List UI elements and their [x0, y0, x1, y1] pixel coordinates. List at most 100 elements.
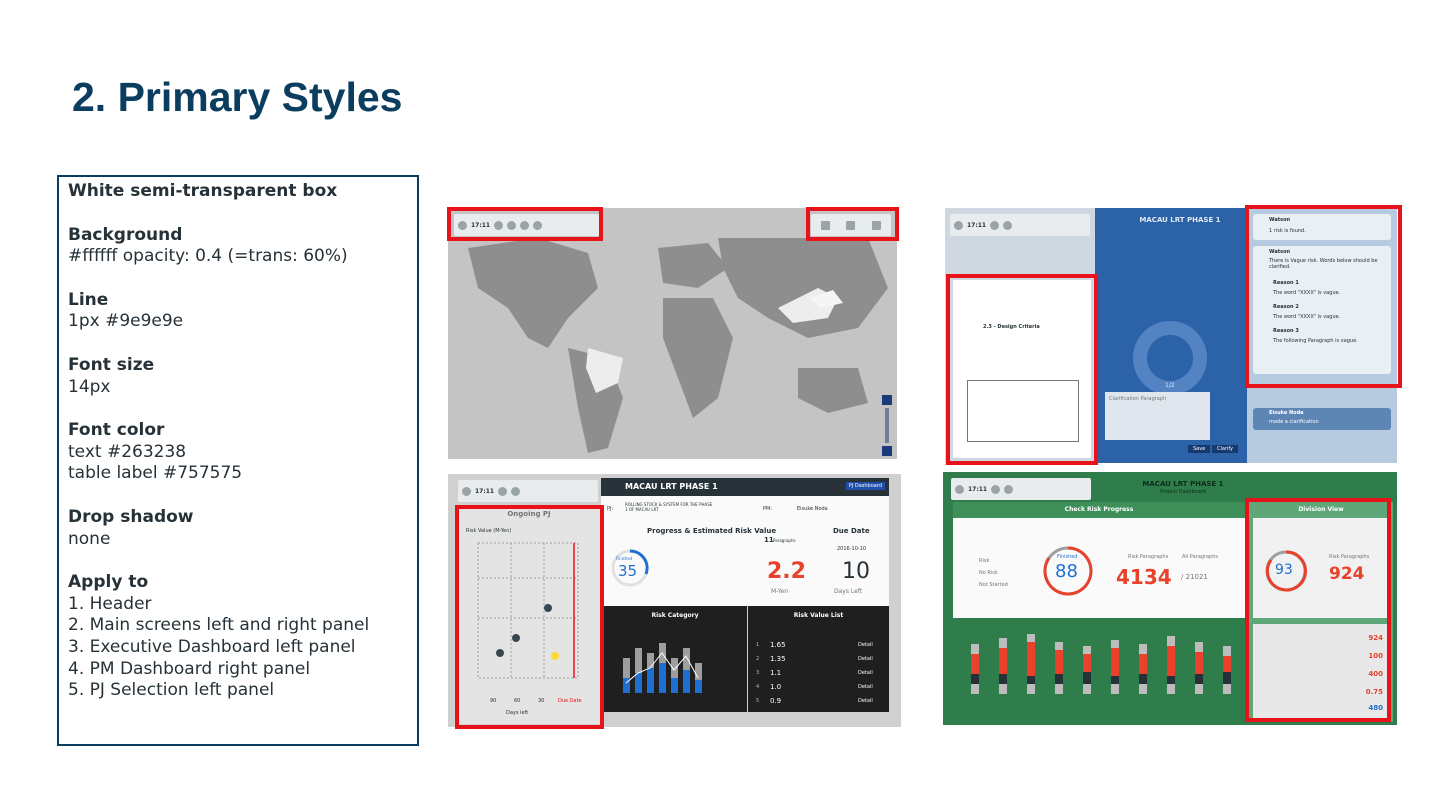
all-paragraphs-label: All Paragraphs	[1182, 554, 1219, 560]
menu-icon[interactable]	[507, 220, 517, 230]
logo-icon	[458, 220, 467, 230]
project-sub: Project Dashboard	[1160, 489, 1206, 495]
finished-value: 35	[618, 562, 638, 580]
document-panel: 2.3 - Design Criteria	[953, 280, 1091, 458]
avatar[interactable]	[991, 484, 1001, 494]
export-icon[interactable]	[871, 220, 881, 230]
zoom-in-button[interactable]	[882, 395, 892, 405]
division-panel: Division View 93 Risk Paragraphs 924 924…	[1249, 502, 1393, 722]
pj-label: PJ:	[607, 506, 614, 512]
pj-dashboard-button[interactable]: PJ Dashboard	[845, 482, 885, 490]
division-value: 924	[1368, 634, 1383, 642]
pm-screenshot: 17:11 MACAU LRT PHASE 1 Project Dashboar…	[943, 472, 1397, 725]
reason-text: The word "XXXX" is vague.	[1273, 314, 1341, 320]
due-date: 2016-10-10	[837, 546, 867, 552]
risk-category-chart	[623, 643, 702, 693]
legend-not-started: Not Started	[979, 582, 1008, 588]
clarify-button[interactable]: Clarify	[1212, 445, 1239, 453]
risk-row[interactable]: 1 1.65 Detail	[754, 640, 882, 652]
risk-rank: 5	[756, 698, 760, 704]
apply-list: 1. Header 2. Main screens left and right…	[68, 594, 408, 702]
division-value: 100	[1368, 652, 1383, 660]
division-card: 93 Risk Paragraphs 924	[1253, 518, 1389, 618]
comment-text: 1 risk is found.	[1269, 228, 1306, 234]
risk-row[interactable]: 2 1.35 Detail	[754, 654, 882, 666]
zoom-out-button[interactable]	[882, 446, 892, 456]
exec-left-panel: Ongoing PJ Risk Value (M-Yen) 90 60 30 D…	[458, 508, 600, 724]
comment-author: Watson	[1269, 217, 1291, 223]
highlight-box	[946, 274, 1098, 465]
detail-link[interactable]: Detail	[858, 698, 873, 704]
avatar[interactable]	[990, 220, 1000, 230]
search-icon[interactable]	[533, 220, 543, 230]
detail-link[interactable]: Detail	[858, 642, 873, 648]
project-title: MACAU LRT PHASE 1	[1142, 480, 1224, 488]
finished-donut	[611, 549, 649, 587]
menu-icon[interactable]	[1004, 484, 1014, 494]
detail-link[interactable]: Detail	[858, 656, 873, 662]
left-title: Ongoing PJ	[507, 510, 551, 518]
risk-row[interactable]: 3 1.1 Detail	[754, 668, 882, 680]
drop-shadow-label: Drop shadow	[68, 506, 194, 527]
x-tick: 90	[490, 698, 497, 704]
world-map-image	[448, 208, 897, 459]
division-donut	[1265, 550, 1307, 592]
detail-link[interactable]: Detail	[858, 670, 873, 676]
risk-row[interactable]: 5 0.9 Detail	[754, 696, 882, 708]
header-time: 17:11	[967, 221, 987, 229]
exec-screenshot: Ongoing PJ Risk Value (M-Yen) 90 60 30 D…	[448, 474, 901, 727]
risk-row-value: 1.65	[770, 641, 786, 649]
comment-text: made a clarification	[1269, 419, 1319, 425]
apply-item: 2. Main screens left and right panel	[68, 615, 370, 636]
detail-link[interactable]: Detail	[858, 684, 873, 690]
map-toolbar	[811, 214, 891, 236]
menu-icon[interactable]	[511, 486, 521, 496]
apply-label: Apply to	[68, 572, 149, 593]
font-size-label: Font size	[68, 354, 155, 375]
header-time: 17:11	[968, 485, 988, 493]
background-label: Background	[68, 224, 183, 245]
save-button[interactable]: Save	[1188, 445, 1211, 453]
map-screenshot: 17:11	[448, 208, 897, 459]
line-label: Line	[68, 289, 109, 310]
reason-label: Reason 3	[1273, 328, 1299, 334]
view-icon[interactable]	[821, 220, 831, 230]
progress-bars	[971, 634, 1231, 694]
map-header: 17:11	[454, 214, 599, 236]
zoom-slider[interactable]	[885, 408, 889, 443]
header-time: 17:11	[471, 221, 491, 229]
font-size-value: 14px	[68, 376, 111, 397]
layer-icon[interactable]	[846, 220, 856, 230]
check-panel: Risk No Risk Not Started Finished 88 Ris…	[953, 518, 1245, 618]
comment-card: Watson There is Vague risk. Words below …	[1253, 246, 1391, 374]
main-screenshot: 17:11 2.3 - Design Criteria MACAU LRT PH…	[945, 208, 1397, 463]
risk-row-value: 1.35	[770, 655, 786, 663]
risk-paragraphs-value: 4134	[1116, 565, 1172, 589]
right-panel: Watson 1 risk is found. Watson There is …	[1247, 208, 1397, 463]
reason-label: Reason 2	[1273, 304, 1299, 310]
avatar[interactable]	[498, 486, 508, 496]
x-tick: 60	[514, 698, 521, 704]
risk-axis-label: Risk Value (M-Yen)	[466, 528, 512, 534]
clarification-placeholder: Clarification Paragraph	[1109, 396, 1167, 402]
pm-name: Eisuke Noda	[797, 506, 828, 512]
highlight-box	[806, 207, 899, 241]
risk-category-title: Risk Category	[651, 612, 699, 619]
avatar[interactable]	[494, 220, 504, 230]
division-risk-value: 924	[1329, 564, 1365, 584]
division-risk-label: Risk Paragraphs	[1329, 554, 1370, 560]
risk-rank: 3	[756, 670, 760, 676]
clarification-input[interactable]: Clarification Paragraph	[1105, 392, 1210, 440]
risk-paragraphs-label: Risk Paragraphs	[1128, 554, 1169, 560]
doc-figure	[967, 380, 1079, 442]
drop-shadow-value: none	[68, 528, 111, 549]
risk-row[interactable]: 4 1.0 Detail	[754, 682, 882, 694]
slide-title: 2. Primary Styles	[72, 74, 403, 120]
legend-risk: Risk	[979, 558, 990, 564]
progress-ring	[1133, 321, 1207, 395]
globe-icon[interactable]	[520, 220, 530, 230]
pj-name: ROLLING STOCK & SYSTEM FOR THE PHASE 1 O…	[625, 502, 713, 512]
menu-icon[interactable]	[1003, 220, 1013, 230]
reason-label: Reason 1	[1273, 280, 1299, 286]
font-color-label: Font color	[68, 420, 165, 441]
